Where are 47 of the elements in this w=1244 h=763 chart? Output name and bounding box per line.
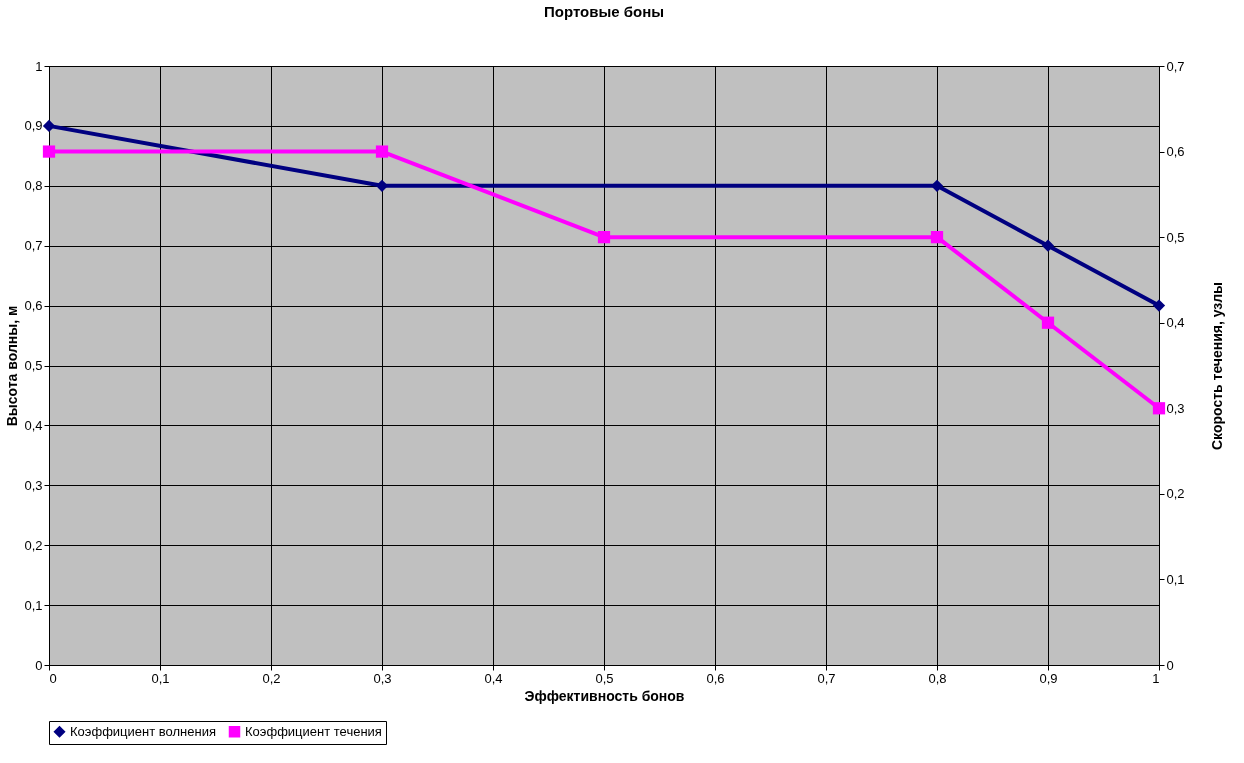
y2-tick-label: 0,4 bbox=[1166, 315, 1185, 331]
x-tick-label: 0,9 bbox=[1039, 670, 1058, 686]
y-tick-label: 0,4 bbox=[24, 417, 43, 433]
y-tick-label: 0,9 bbox=[24, 118, 43, 134]
x-tick-label: 0,6 bbox=[706, 670, 725, 686]
y-tick-label: 0,6 bbox=[24, 298, 43, 314]
point bbox=[1041, 316, 1055, 329]
point bbox=[1041, 239, 1055, 252]
x-tick-label: 0,8 bbox=[928, 670, 947, 686]
y2-tick-label: 0 bbox=[1166, 657, 1174, 673]
y-tick-label: 0,8 bbox=[24, 178, 43, 194]
x-tick-label: 1 bbox=[1152, 670, 1160, 686]
legend-label: Коэффициент волнения bbox=[70, 723, 216, 739]
y2-tick-label: 0,5 bbox=[1166, 229, 1185, 245]
y-tick-label: 0,1 bbox=[24, 597, 43, 613]
x-tick-label: 0,5 bbox=[595, 670, 614, 686]
y-tick-label: 0,5 bbox=[24, 358, 43, 373]
x-tick-label: 0,3 bbox=[373, 670, 392, 686]
legend-label: Коэффициент течения bbox=[245, 723, 382, 739]
y-tick-label: 1 bbox=[35, 58, 43, 74]
point bbox=[375, 145, 389, 158]
chart-title: Портовые боны bbox=[543, 3, 665, 20]
point bbox=[375, 179, 389, 192]
y-tick-label: 0,7 bbox=[24, 238, 43, 254]
y2-tick-label: 0,7 bbox=[1166, 58, 1185, 74]
x-tick-label: 0,2 bbox=[262, 670, 281, 686]
x-tick-label: 0,7 bbox=[817, 670, 836, 686]
x-tick-label: 0 bbox=[49, 670, 57, 686]
x-tick-label: 0,4 bbox=[484, 670, 503, 686]
y-tick-label: 0,3 bbox=[24, 477, 43, 493]
point bbox=[1152, 299, 1166, 312]
y2-tick-label: 0,2 bbox=[1166, 486, 1185, 502]
point bbox=[1152, 402, 1166, 415]
y-tick-label: 0 bbox=[35, 657, 43, 673]
x-tick-label: 0,1 bbox=[151, 670, 170, 686]
point bbox=[42, 119, 56, 133]
y2-axis-title: Скорость течения, узлы bbox=[1208, 282, 1225, 450]
x-axis-title: Эффективность бонов bbox=[524, 687, 685, 704]
point bbox=[930, 179, 944, 192]
point bbox=[597, 231, 611, 244]
y2-tick-label: 0,6 bbox=[1166, 144, 1185, 160]
y2-tick-label: 0,1 bbox=[1166, 571, 1185, 587]
point bbox=[42, 145, 56, 158]
y-tick-label: 0,2 bbox=[24, 537, 43, 553]
point bbox=[930, 231, 944, 244]
y2-tick-label: 0,3 bbox=[1166, 400, 1185, 416]
y-axis-title: Высота волны, м bbox=[4, 305, 21, 427]
